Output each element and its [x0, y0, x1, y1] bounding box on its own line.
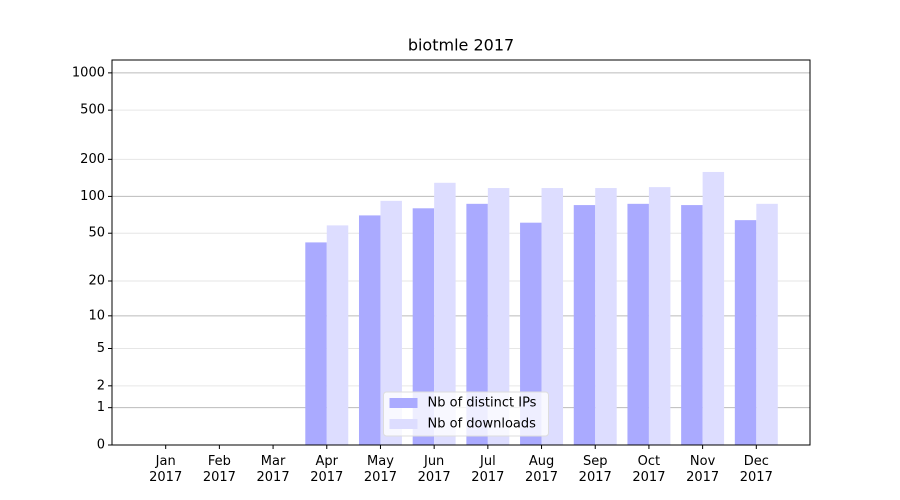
plot-frame: [111, 59, 811, 446]
x-tick-label: Dec 2017: [740, 454, 773, 485]
y-tick-label: 200: [80, 152, 105, 167]
bar: [595, 188, 617, 445]
y-tick-label: 5: [97, 341, 105, 356]
x-tick-label: Jun 2017: [418, 454, 451, 485]
x-tick-label: Apr 2017: [310, 454, 343, 485]
bar: [466, 203, 488, 445]
bar: [412, 208, 435, 445]
bar: [627, 203, 649, 445]
x-tick-label: Aug 2017: [525, 454, 558, 485]
y-tick-label: 20: [88, 274, 105, 289]
bar: [541, 188, 564, 445]
bar: [520, 222, 542, 445]
x-tick-label: Feb 2017: [203, 454, 236, 485]
legend-swatch: [389, 419, 418, 429]
x-tick-label: Mar 2017: [257, 454, 290, 485]
y-tick-label: 50: [88, 226, 105, 241]
legend-label: Nb of distinct IPs: [428, 396, 537, 411]
x-tick-label: Jan 2017: [149, 454, 182, 485]
bar: [487, 188, 510, 445]
bar: [358, 215, 381, 445]
bar: [434, 182, 456, 445]
bar: [681, 205, 703, 445]
y-tick-label: 0: [97, 438, 105, 453]
x-tick-label: Nov 2017: [686, 454, 719, 485]
bar: [648, 187, 671, 445]
x-tick-label: May 2017: [364, 454, 397, 485]
legend-swatch: [389, 398, 418, 408]
y-tick-label: 1: [97, 400, 105, 415]
bar: [702, 171, 725, 445]
bar: [380, 200, 402, 445]
bar: [734, 220, 757, 445]
y-tick-label: 1000: [72, 65, 105, 80]
bar: [305, 242, 327, 445]
legend-label: Nb of downloads: [428, 417, 537, 432]
y-tick-label: 10: [88, 308, 105, 323]
x-tick-label: Jul 2017: [471, 454, 504, 485]
y-tick-label: 2: [97, 378, 105, 393]
bar: [573, 205, 596, 445]
y-tick-label: 500: [80, 103, 105, 118]
bar: [326, 225, 349, 445]
bar: [756, 203, 778, 445]
legend-box: [383, 391, 549, 437]
y-tick-label: 100: [80, 189, 105, 204]
x-tick-label: Oct 2017: [632, 454, 665, 485]
chart-title: biotmle 2017: [408, 36, 514, 55]
x-tick-label: Sep 2017: [579, 454, 612, 485]
